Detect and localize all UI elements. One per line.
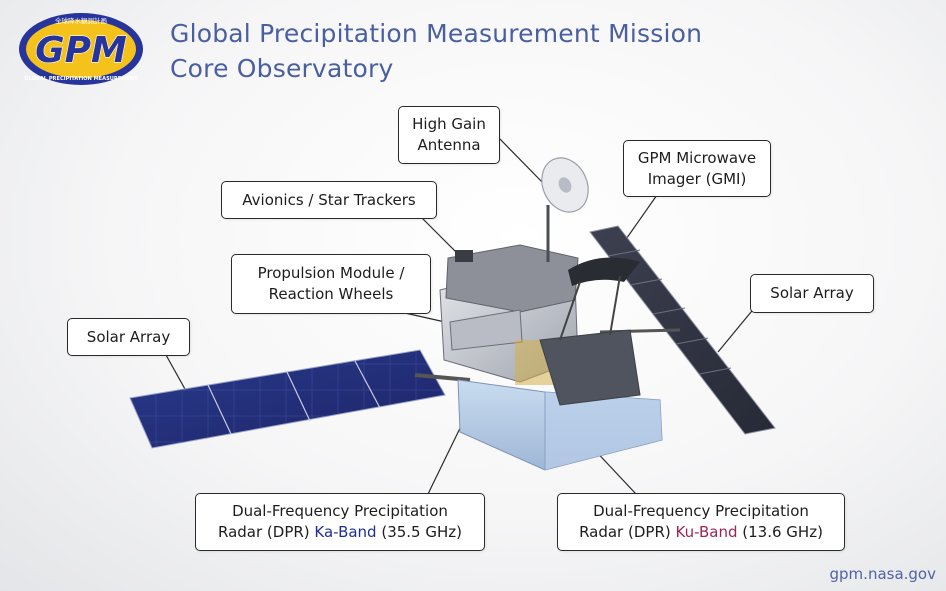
spacecraft-bus [439,244,641,406]
callout-solar-right-line-1: Solar Array [770,284,854,302]
right-panel-divider-1 [607,249,641,257]
logo-arc-bottom-text: GLOBAL PRECIPITATION MEASUREMENT [24,76,138,82]
dpr-radar-assembly [457,379,663,471]
callout-propulsion-line-1: Propulsion Module / [257,264,405,282]
left-panel-divider-2 [286,371,311,422]
callout-propulsion: Propulsion Module / Reaction Wheels [231,254,431,314]
callout-avionics: Avionics / Star Trackers [221,181,437,219]
leader-dpr-ka [427,419,465,495]
dpr-ka-prefix: Radar (DPR) [217,523,315,541]
gpm-logo: 全球降水観測計画 GPM GLOBAL PRECIPITATION MEASUR… [19,13,143,85]
callout-high-gain-antenna: High Gain Antenna [398,106,500,164]
high-gain-antenna [541,157,589,262]
gmi-strut-1 [559,281,581,341]
leader-propulsion [404,312,446,323]
dpr-ku-band-label: Ku-Band [675,523,738,541]
callout-gmi-line-1: GPM Microwave [637,148,757,167]
callout-solar-array-right: Solar Array [750,274,874,313]
logo-inner-oval [26,20,136,78]
callout-dpr-ka-line-1: Dual-Frequency Precipitation [232,502,448,520]
dpr-ka-band-label: Ka-Band [314,523,377,541]
page-title: Global Precipitation Measurement Mission… [170,16,702,86]
logo-arc-top-text: 全球降水観測計画 [55,16,107,25]
callout-dpr-ka-line-2: Radar (DPR) Ka-Band (35.5 GHz) [218,522,462,543]
star-tracker [455,250,473,262]
gmi-strut-2 [609,275,621,336]
gmi-base [539,329,641,406]
title-line-1: Global Precipitation Measurement Mission [170,19,703,48]
left-solar-array [129,349,471,449]
gmi-instrument [559,257,640,341]
leader-solar-right [717,305,757,353]
callout-dpr-ka: Dual-Frequency Precipitation Radar (DPR)… [195,493,485,551]
left-array-boom [414,373,471,382]
callout-gmi: GPM Microwave Imager (GMI) [623,140,771,197]
callout-gmi-line-2: Imager (GMI) [647,169,747,188]
callout-solar-left-line-1: Solar Array [86,327,171,346]
right-solar-panel [589,225,776,435]
gmi-reflector [568,257,640,286]
right-panel-divider-3 [652,307,686,315]
leader-high-gain-antenna [497,136,546,186]
callout-dpr-ku: Dual-Frequency Precipitation Radar (DPR)… [557,493,845,551]
logo-gpm-text: GPM [35,30,127,71]
callout-dpr-ku-line-2: Radar (DPR) Ku-Band (13.6 GHz) [579,522,823,543]
leader-lines [165,136,757,495]
title-line-2: Core Observatory [170,54,394,83]
left-solar-cells [130,350,445,448]
right-panel-divider-4 [675,337,709,345]
callout-high-gain-antenna-line-2: Antenna [417,136,481,154]
left-panel-divider-3 [354,360,381,409]
dpr-ku-suffix: (13.6 GHz) [737,523,823,541]
footer-url[interactable]: gpm.nasa.gov [829,565,936,583]
callout-high-gain-antenna-line-1: High Gain [412,115,486,133]
callout-avionics-line-1: Avionics / Star Trackers [242,190,416,209]
avionics-deck [445,244,579,313]
dpr-ku-face [545,392,662,470]
callout-dpr-ku-line-1: Dual-Frequency Precipitation [593,502,809,520]
right-panel-divider-5 [698,367,732,375]
left-panel-divider-1 [207,384,232,435]
dpr-ku-prefix: Radar (DPR) [579,523,676,541]
callout-propulsion-line-2: Reaction Wheels [268,285,394,303]
callout-solar-array-left: Solar Array [67,318,190,356]
right-panel-divider-2 [629,278,663,286]
dpr-ka-suffix: (35.5 GHz) [376,523,462,541]
antenna-feed [558,177,572,193]
